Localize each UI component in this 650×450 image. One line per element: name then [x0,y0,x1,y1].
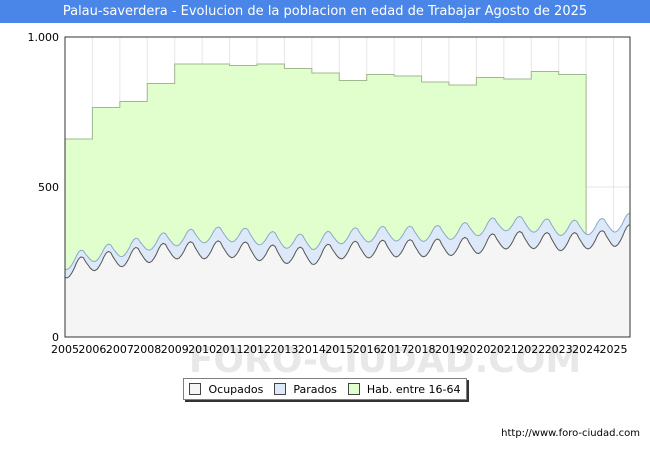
x-tick-label: 2021 [490,343,518,356]
x-tick-label: 2007 [106,343,134,356]
x-tick-label: 2010 [188,343,216,356]
x-tick-label: 2006 [78,343,106,356]
legend-swatch-parados [274,383,287,395]
legend-label-parados: Parados [293,382,337,396]
x-tick-label: 2025 [600,343,628,356]
legend-item-parados: Parados [274,383,337,396]
legend: Ocupados Parados Hab. entre 16-64 [183,378,467,400]
chart-title: Palau-saverdera - Evolucion de la poblac… [0,0,650,23]
legend-swatch-hab [347,383,360,395]
x-tick-label: 2022 [517,343,545,356]
legend-label-ocupados: Ocupados [208,382,264,396]
legend-swatch-ocupados [189,383,202,395]
y-tick-label: 1.000 [28,31,60,44]
x-tick-label: 2009 [161,343,189,356]
x-tick-label: 2019 [435,343,463,356]
legend-item-hab: Hab. entre 16-64 [347,382,461,396]
x-tick-label: 2005 [51,343,79,356]
x-tick-label: 2024 [572,343,600,356]
series-area-ocupados [65,224,630,337]
legend-item-ocupados: Ocupados [189,383,263,396]
x-tick-label: 2017 [380,343,408,356]
series-line-parados [64,212,630,270]
x-tick-label: 2012 [243,343,271,356]
x-tick-label: 2011 [216,343,244,356]
series-line-ocupados [64,224,630,279]
y-tick-label: 0 [52,331,59,344]
x-tick-label: 2014 [298,343,326,356]
watermark: FORO-CIUDAD.COM [189,340,581,381]
x-tick-label: 2020 [462,343,490,356]
legend-label-hab: Hab. entre 16-64 [366,382,461,396]
x-tick-label: 2018 [408,343,436,356]
x-tick-label: 2015 [325,343,353,356]
source-link[interactable]: http://www.foro-ciudad.com [501,428,640,439]
x-tick-label: 2008 [133,343,161,356]
x-tick-label: 2013 [270,343,298,356]
plot-frame [64,36,631,338]
y-tick-label: 500 [38,181,59,194]
x-tick-label: 2023 [545,343,573,356]
x-tick-label: 2016 [353,343,381,356]
